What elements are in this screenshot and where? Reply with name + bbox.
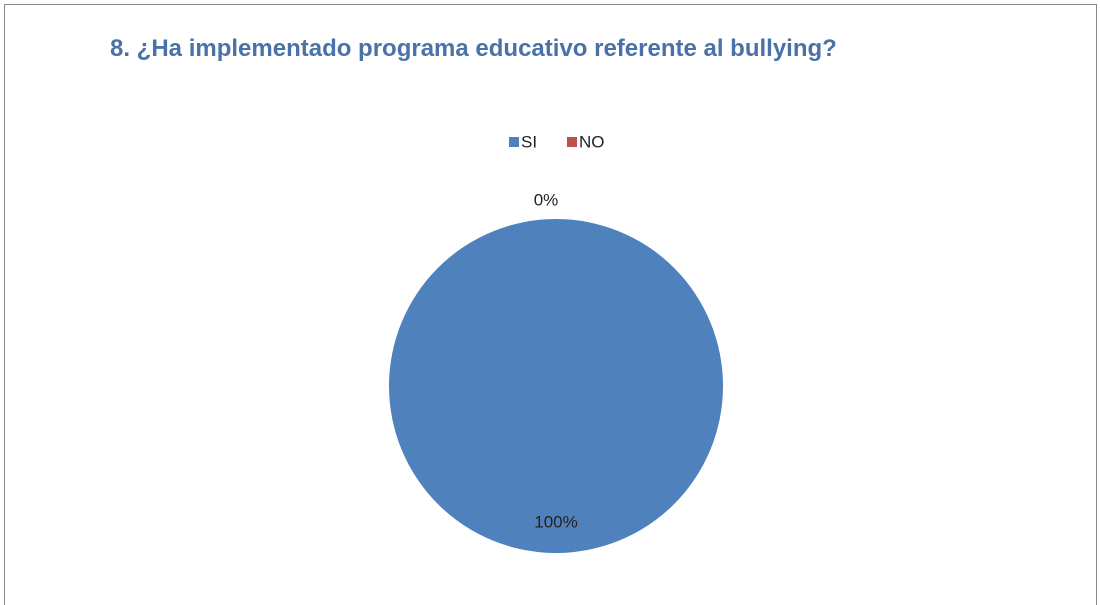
data-label: 100% (534, 512, 577, 531)
data-label: 0% (534, 190, 559, 209)
legend-label: NO (579, 132, 605, 151)
legend-swatch (567, 137, 577, 147)
pie-slice (389, 219, 723, 553)
chart-border (4, 4, 1097, 605)
legend-label: SI (521, 132, 537, 151)
legend-swatch (509, 137, 519, 147)
chart-title: 8. ¿Ha implementado programa educativo r… (110, 35, 837, 62)
